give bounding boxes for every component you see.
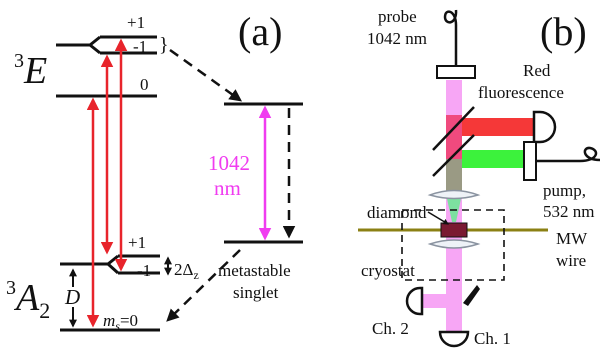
cryostat-box bbox=[401, 209, 505, 281]
red-fluorescence-beam bbox=[462, 118, 534, 136]
panel-a-label: (a) bbox=[238, 9, 282, 54]
dichroic-mirror-green bbox=[432, 134, 475, 177]
mw-wire-label-line2: wire bbox=[556, 251, 586, 270]
pump-collimator bbox=[523, 141, 537, 181]
excited-plus1-label: +1 bbox=[127, 13, 145, 32]
beamsplitter bbox=[463, 285, 480, 306]
zero-field-label-bg bbox=[64, 287, 82, 307]
mw-wire-label-line1: MW bbox=[556, 229, 588, 248]
ground-fork bbox=[60, 254, 119, 266]
excited-fork-lower bbox=[89, 43, 101, 55]
red-fluorescence-label-line2: fluorescence bbox=[478, 83, 564, 102]
ch1-label: Ch. 1 bbox=[474, 329, 511, 348]
ch2-label: Ch. 2 bbox=[372, 319, 409, 338]
panel-b-label: (b) bbox=[540, 9, 587, 54]
ground-minus1-label: -1 bbox=[137, 261, 151, 280]
objective-lens-bottom bbox=[427, 239, 481, 249]
pump-label-line2: 532 nm bbox=[543, 202, 594, 221]
focus-cone bbox=[446, 194, 462, 222]
probe-collimator bbox=[436, 65, 476, 79]
transition-value: 1042 bbox=[208, 151, 250, 175]
ch1-detector bbox=[438, 330, 470, 348]
probe-label-line1: probe bbox=[378, 7, 417, 26]
panel-b: (b) probe 1042 nm Red fluorescence pump,… bbox=[358, 7, 601, 348]
pump-beam bbox=[462, 150, 524, 168]
isc-arrow-down bbox=[169, 48, 243, 102]
diamond-sample bbox=[440, 222, 468, 238]
ground-state-label: 3A2 bbox=[6, 277, 50, 323]
red-beam-vertical bbox=[446, 115, 462, 159]
transition-label-bg bbox=[204, 150, 258, 202]
red-fluorescence-label-line1: Red bbox=[523, 61, 551, 80]
pump-label-line1: pump, bbox=[543, 181, 586, 200]
splitting-label: 2Δz bbox=[174, 260, 199, 282]
pump-beam-vertical bbox=[446, 159, 462, 191]
excited-zero-label: 0 bbox=[140, 75, 149, 94]
ground-fork-lower bbox=[106, 262, 120, 275]
pump-fiber bbox=[536, 146, 601, 163]
dichroic-mirror-red bbox=[432, 106, 475, 151]
ground-ms-label: ms=0 bbox=[103, 311, 138, 333]
singlet-label-line2: singlet bbox=[233, 283, 279, 302]
panel-a: (a) 3E +1 -1 } 0 3A2 +1 -1 ms=0 2Δz bbox=[6, 9, 303, 333]
cryostat-label: cryostat bbox=[361, 261, 415, 280]
probe-fiber bbox=[443, 9, 458, 66]
ch2-detector bbox=[405, 286, 424, 316]
transition-unit: nm bbox=[214, 176, 241, 200]
excited-fork bbox=[56, 35, 101, 47]
diamond-label: diamond bbox=[367, 203, 427, 222]
excited-brace: } bbox=[159, 34, 169, 56]
probe-label-line2: 1042 nm bbox=[367, 29, 427, 48]
zero-field-label: D bbox=[64, 285, 80, 309]
diamond-pointer bbox=[427, 211, 450, 225]
excited-state-label: 3E bbox=[14, 50, 47, 92]
excited-minus1-label: -1 bbox=[133, 37, 147, 56]
ch2-beam bbox=[422, 294, 452, 308]
red-detector bbox=[532, 110, 557, 144]
objective-lens-top bbox=[427, 189, 481, 200]
ground-plus1-label: +1 bbox=[128, 233, 146, 252]
singlet-label-line1: metastable bbox=[218, 261, 291, 280]
